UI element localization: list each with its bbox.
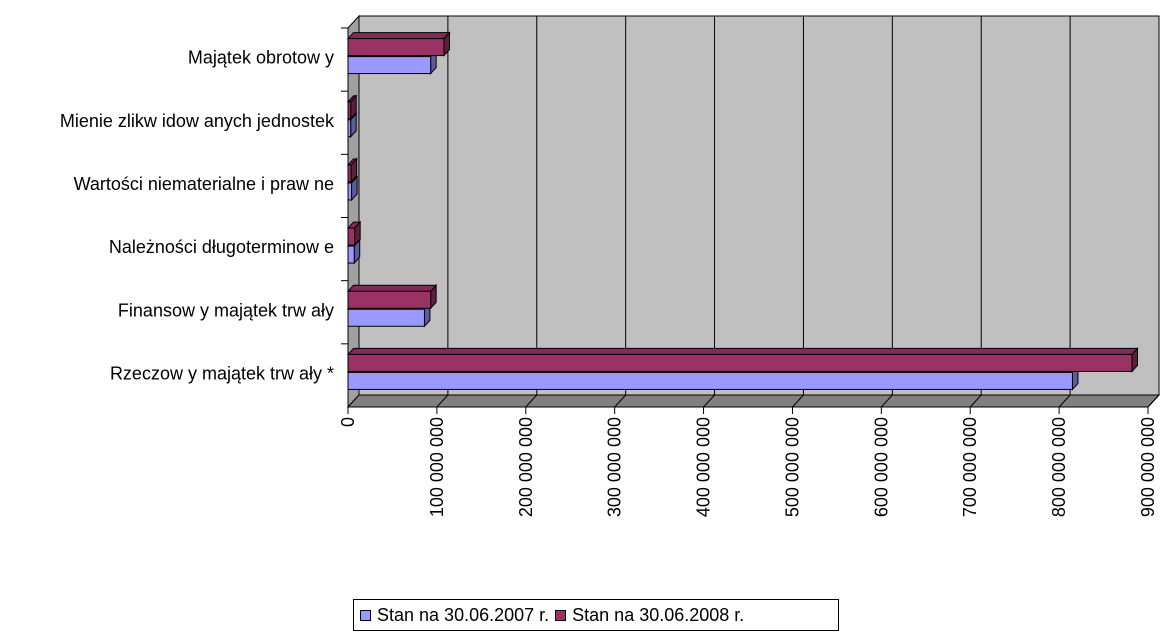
bar-2008 <box>346 31 451 57</box>
x-tick-label: 0 <box>338 417 358 427</box>
chart-gridlines <box>436 16 1160 408</box>
x-tick-label: 600 000 000 <box>871 417 891 517</box>
x-tick-label: 400 000 000 <box>694 417 714 517</box>
back-wall <box>358 15 1160 396</box>
x-tick-label: 300 000 000 <box>605 417 625 517</box>
x-tick-labels: 0 100 000 000 200 000 000 300 000 000 400 00… <box>338 417 1158 517</box>
floor-gridline <box>703 394 715 408</box>
x-tick-label: 700 000 000 <box>960 417 980 517</box>
legend: Stan na 30.06.2007 r. Stan na 30.06.2008… <box>353 599 839 631</box>
floor <box>346 394 1160 408</box>
floor-gridline <box>880 394 893 408</box>
category-label: Wartości niematerialne i praw ne <box>74 174 334 194</box>
floor-gridline <box>1147 394 1160 408</box>
chart-bars <box>346 31 1139 391</box>
legend-label-2008: Stan na 30.06.2008 r. <box>572 604 745 625</box>
floor-gridline <box>1058 394 1071 408</box>
category-label: Mienie zlikw idow anych jednostek <box>60 111 335 131</box>
x-tick-label: 800 000 000 <box>1049 417 1069 517</box>
category-labels: Rzeczow y majątek trw ały * Finansow y ma… <box>60 48 335 384</box>
floor-gridline <box>436 394 449 408</box>
floor-gridline <box>792 394 804 408</box>
bar-2008 <box>346 220 362 247</box>
category-label: Majątek obrotow y <box>188 48 334 68</box>
legend-swatch-2007 <box>360 609 371 621</box>
x-tick-label: 900 000 000 <box>1138 417 1158 517</box>
floor-gridline <box>969 394 982 408</box>
bar-2008 <box>346 94 358 121</box>
category-label: Finansow y majątek trw ały <box>118 300 334 320</box>
x-tick-label: 500 000 000 <box>782 417 802 517</box>
legend-swatch-2008 <box>555 609 567 621</box>
x-tick-label: 100 000 000 <box>427 417 447 517</box>
bar-2008 <box>346 283 438 310</box>
category-label: Należności długoterminow e <box>109 237 334 257</box>
chart-axes <box>341 27 1149 414</box>
legend-item-2008: Stan na 30.06.2008 r. <box>555 605 744 626</box>
x-tick-label: 200 000 000 <box>516 417 536 517</box>
bar-2008 <box>346 347 1139 373</box>
legend-item-2007: Stan na 30.06.2007 r. <box>360 605 549 626</box>
bar-chart: Rzeczow y majątek trw ały * Finansow y ma… <box>60 14 1160 517</box>
category-label: Rzeczow y majątek trw ały * <box>110 363 334 383</box>
legend-label-2007: Stan na 30.06.2007 r. <box>377 604 550 625</box>
floor-gridline <box>614 394 627 408</box>
floor-gridline <box>525 394 538 408</box>
bar-2008 <box>346 157 358 184</box>
